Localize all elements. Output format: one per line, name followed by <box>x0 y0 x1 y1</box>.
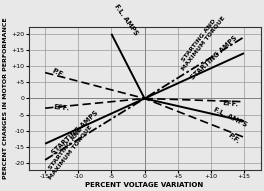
Text: P.F.: P.F. <box>51 68 65 79</box>
Text: EFF.: EFF. <box>53 104 70 112</box>
Text: STARTING AMPS: STARTING AMPS <box>51 109 99 155</box>
Y-axis label: PERCENT CHANGES IN MOTOR PERFORMANCE: PERCENT CHANGES IN MOTOR PERFORMANCE <box>3 18 8 179</box>
Text: STARTING AND
MAXIMUM TORQUE: STARTING AND MAXIMUM TORQUE <box>43 120 93 180</box>
Text: STARTING AMPS: STARTING AMPS <box>190 35 238 81</box>
Text: F.L. AMPS: F.L. AMPS <box>213 107 248 128</box>
Text: P.F.: P.F. <box>227 133 241 145</box>
Text: STARTING AND
MAXIMUM TORQUE: STARTING AND MAXIMUM TORQUE <box>176 12 226 72</box>
Text: EFF.: EFF. <box>223 100 239 107</box>
X-axis label: PERCENT VOLTAGE VARIATION: PERCENT VOLTAGE VARIATION <box>86 181 204 188</box>
Text: F.L. AMPS: F.L. AMPS <box>113 3 139 36</box>
